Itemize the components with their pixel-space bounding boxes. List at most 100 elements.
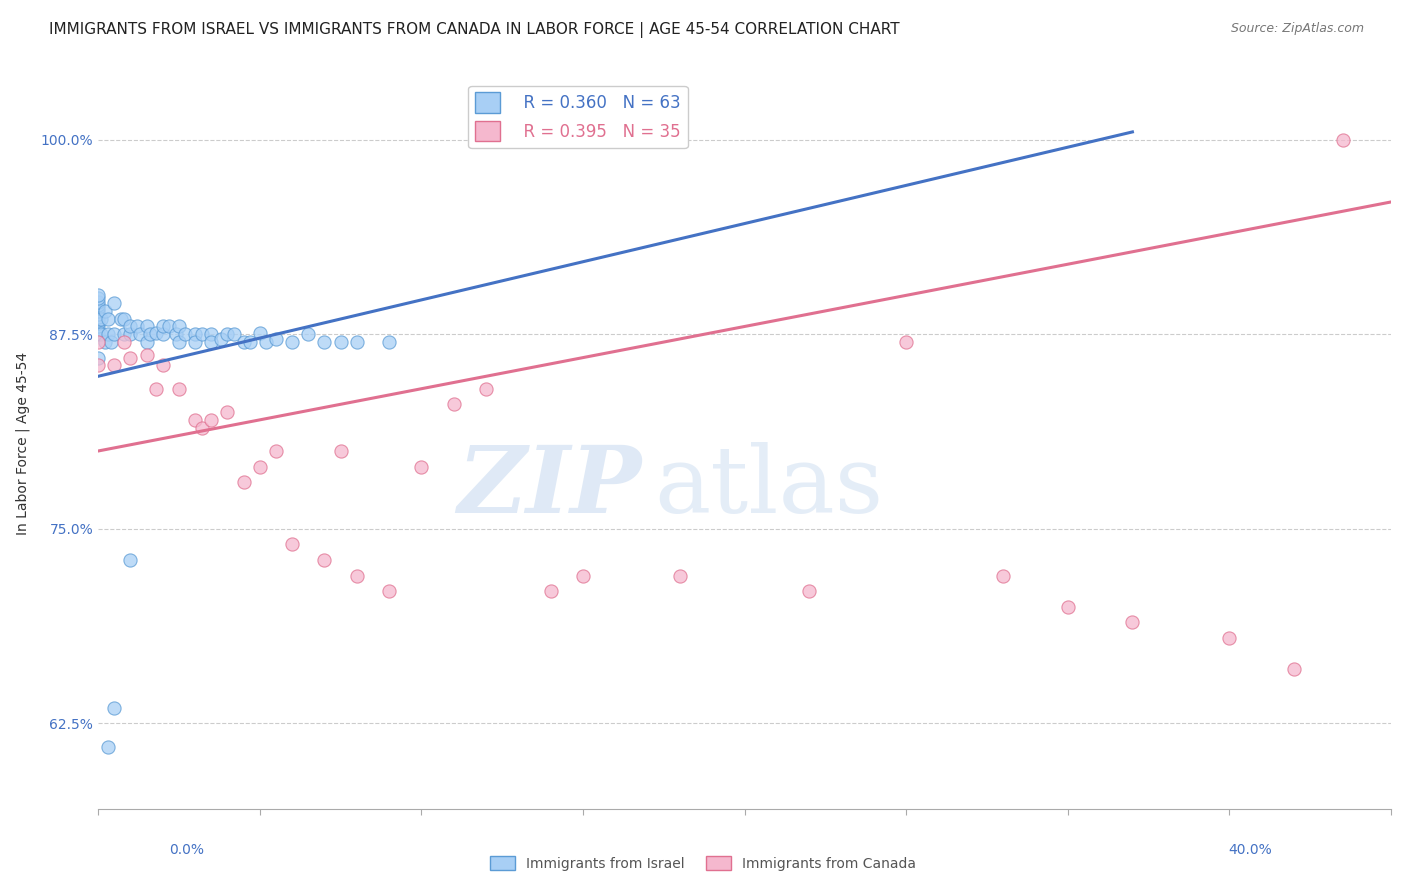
Point <box>200 334 222 349</box>
Point <box>991 568 1014 582</box>
Point <box>87 351 110 365</box>
Point <box>165 327 187 342</box>
Text: ZIP: ZIP <box>457 442 641 533</box>
Point <box>87 327 110 342</box>
Point <box>184 413 207 427</box>
Point <box>100 334 122 349</box>
Point <box>145 382 167 396</box>
Point <box>540 584 562 599</box>
Point <box>87 334 110 349</box>
Point <box>217 327 239 342</box>
Point <box>249 459 271 474</box>
Point <box>167 319 190 334</box>
Point <box>87 323 110 337</box>
Point <box>135 319 157 334</box>
Point <box>346 334 368 349</box>
Point <box>152 359 174 373</box>
Point <box>103 359 125 373</box>
Point <box>264 332 287 346</box>
Point <box>87 292 110 306</box>
Point <box>103 296 125 310</box>
Point <box>297 327 319 342</box>
Point <box>232 334 254 349</box>
Legend: Immigrants from Israel, Immigrants from Canada: Immigrants from Israel, Immigrants from … <box>485 850 921 876</box>
Point <box>87 294 110 309</box>
Point <box>135 334 157 349</box>
Point <box>200 327 222 342</box>
Point <box>110 311 132 326</box>
Point <box>120 351 142 365</box>
Point <box>87 310 110 325</box>
Point <box>87 319 110 334</box>
Point <box>329 444 352 458</box>
Point <box>1331 133 1354 147</box>
Point <box>190 327 212 342</box>
Point <box>87 307 110 321</box>
Point <box>190 420 212 434</box>
Point <box>222 327 245 342</box>
Point <box>314 334 336 349</box>
Point <box>232 475 254 490</box>
Point <box>184 334 207 349</box>
Point <box>239 334 262 349</box>
Point <box>184 327 207 342</box>
Point <box>329 334 352 349</box>
Point <box>97 311 120 326</box>
Point <box>120 319 142 334</box>
Point <box>799 584 821 599</box>
Point <box>281 334 304 349</box>
Point <box>90 311 112 326</box>
Point <box>475 382 498 396</box>
Point <box>87 288 110 302</box>
Point <box>87 301 110 315</box>
Point <box>90 327 112 342</box>
Point <box>174 327 197 342</box>
Point <box>254 334 277 349</box>
Point <box>378 584 401 599</box>
Point <box>97 327 120 342</box>
Point <box>87 304 110 318</box>
Point <box>167 382 190 396</box>
Point <box>87 298 110 312</box>
Point <box>93 304 115 318</box>
Point <box>249 326 271 340</box>
Y-axis label: In Labor Force | Age 45-54: In Labor Force | Age 45-54 <box>15 351 30 535</box>
Point <box>152 319 174 334</box>
Point <box>112 311 135 326</box>
Point <box>1282 662 1305 676</box>
Point <box>125 319 148 334</box>
Point <box>135 347 157 361</box>
Point <box>200 413 222 427</box>
Point <box>314 553 336 567</box>
Point <box>669 568 692 582</box>
Point <box>209 332 232 346</box>
Point <box>87 359 110 373</box>
Point <box>87 313 110 327</box>
Point <box>217 405 239 419</box>
Point <box>264 444 287 458</box>
Point <box>281 537 304 551</box>
Text: Source: ZipAtlas.com: Source: ZipAtlas.com <box>1230 22 1364 36</box>
Point <box>1121 615 1143 630</box>
Point <box>167 334 190 349</box>
Point <box>103 327 125 342</box>
Point <box>87 317 110 331</box>
Text: atlas: atlas <box>654 442 883 533</box>
Point <box>443 397 465 411</box>
Legend:   R = 0.360   N = 63,   R = 0.395   N = 35: R = 0.360 N = 63, R = 0.395 N = 35 <box>468 86 688 148</box>
Point <box>1218 631 1240 645</box>
Text: 40.0%: 40.0% <box>1229 843 1272 857</box>
Point <box>120 327 142 342</box>
Point <box>1056 599 1078 614</box>
Point <box>411 459 433 474</box>
Point <box>139 327 162 342</box>
Text: IMMIGRANTS FROM ISRAEL VS IMMIGRANTS FROM CANADA IN LABOR FORCE | AGE 45-54 CORR: IMMIGRANTS FROM ISRAEL VS IMMIGRANTS FRO… <box>49 22 900 38</box>
Point <box>112 327 135 342</box>
Point <box>93 334 115 349</box>
Point <box>572 568 595 582</box>
Point <box>145 326 167 340</box>
Point <box>378 334 401 349</box>
Point <box>112 334 135 349</box>
Point <box>103 701 125 715</box>
Text: 0.0%: 0.0% <box>169 843 204 857</box>
